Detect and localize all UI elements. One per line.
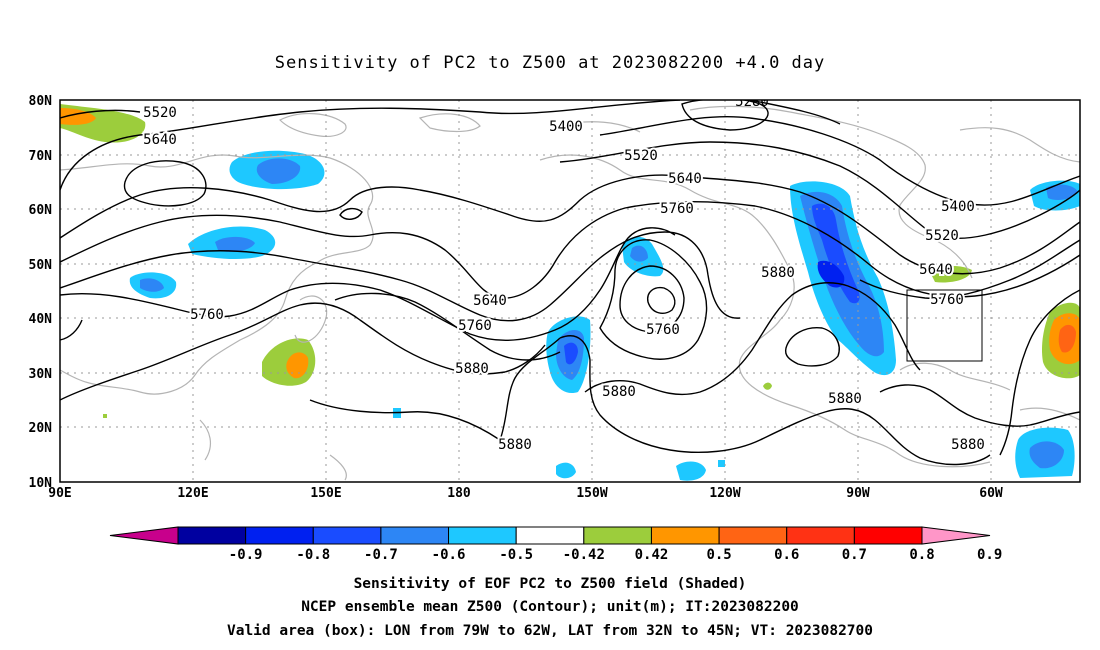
- positive-core-atlantic-2: [1058, 324, 1076, 353]
- lat-label: 20N: [29, 421, 53, 436]
- contour-label: 5760: [458, 318, 492, 334]
- colorbar-tick-label: 0.42: [635, 547, 669, 563]
- negative-deep-central-pacific: [564, 342, 578, 365]
- colorbar-bin: [515, 526, 585, 545]
- caption-line-3: Valid area (box): LON from 79W to 62W, L…: [227, 623, 873, 639]
- contour-label: 5880: [761, 265, 795, 281]
- negative-deep-central-na: [812, 203, 860, 304]
- colorbar-tick-label: 0.5: [706, 547, 731, 563]
- negative-region-south-pacific-d: [718, 460, 725, 467]
- contour-label: 5880: [498, 437, 532, 453]
- negative-core-manchuria: [215, 236, 255, 252]
- negative-core-caribbean: [1029, 441, 1064, 469]
- lat-label: 60N: [29, 203, 53, 218]
- figure-title: Sensitivity of PC2 to Z500 at 2023082200…: [275, 53, 826, 73]
- colorbar-bin: [448, 526, 517, 545]
- contour-label: 5880: [828, 391, 862, 407]
- colorbar-bin: [718, 526, 788, 545]
- positive-core-japan: [286, 352, 309, 379]
- contour-label: 5640: [919, 262, 953, 278]
- latitude-labels: 80N 70N 60N 50N 40N 30N 20N 10N: [29, 94, 53, 491]
- caption-line-1: Sensitivity of EOF PC2 to Z500 field (Sh…: [354, 576, 747, 592]
- colorbar-tick-label: -0.9: [229, 547, 263, 563]
- lat-lon-gridlines: [60, 100, 1080, 482]
- lat-label: 10N: [29, 476, 53, 491]
- map-background: [60, 100, 1080, 482]
- colorbar-tick-label: -0.6: [432, 547, 466, 563]
- lat-label: 50N: [29, 258, 53, 273]
- z500-contours: [60, 100, 1080, 466]
- lat-label: 80N: [29, 94, 53, 109]
- contour-label: 5400: [549, 119, 583, 135]
- colorbar-bin: [312, 526, 382, 545]
- negative-region-south-pacific-a: [556, 462, 576, 479]
- colorbar-tick-label: -0.5: [499, 547, 533, 563]
- colorbar-tick-label: 0.9: [977, 547, 1002, 563]
- figure-captions: Sensitivity of EOF PC2 to Z500 field (Sh…: [227, 576, 873, 639]
- caption-line-2: NCEP ensemble mean Z500 (Contour); unit(…: [301, 599, 799, 615]
- colorbar-tick-label: 0.8: [909, 547, 934, 563]
- lon-label: 120E: [177, 486, 208, 501]
- colorbar-tick-label: 0.7: [842, 547, 867, 563]
- colorbar-min-triangle: [109, 526, 179, 545]
- lon-label: 120W: [709, 486, 740, 501]
- lon-label: 150E: [310, 486, 341, 501]
- lon-label: 90E: [48, 486, 71, 501]
- contour-label: 5520: [624, 148, 658, 164]
- negative-core-north-atlantic: [1046, 184, 1078, 200]
- lon-label: 60W: [979, 486, 1003, 501]
- contour-label: 5400: [941, 199, 975, 215]
- colorbar-tick-label: -0.7: [364, 547, 398, 563]
- positive-speck-pacific: [103, 414, 107, 418]
- colorbar-tick-label: -0.42: [563, 547, 605, 563]
- negative-core-gulf-alaska: [630, 245, 648, 262]
- lat-label: 30N: [29, 367, 53, 382]
- contour-label: 5880: [455, 361, 489, 377]
- negative-core-asia-sw: [140, 278, 164, 292]
- colorbar-tick-label: 0.6: [774, 547, 799, 563]
- colorbar-bin: [583, 526, 652, 545]
- lon-label: 90W: [846, 486, 870, 501]
- colorbar-bin: [380, 526, 450, 545]
- contour-label: 5520: [143, 105, 177, 121]
- colorbar-bin: [245, 526, 314, 545]
- coastlines: [60, 105, 1080, 481]
- map-frame: [59, 99, 1081, 483]
- contour-labels: 5280 5400 5400 5520 5520 5520 5640 5640 …: [141, 94, 987, 455]
- negative-region-south-pacific-b: [676, 461, 706, 481]
- contour-label: 5640: [473, 293, 507, 309]
- contour-label: 5760: [190, 307, 224, 323]
- map-panel: 5280 5400 5400 5520 5520 5520 5640 5640 …: [29, 94, 1081, 501]
- lon-label: 150W: [576, 486, 607, 501]
- valid-area-box: [906, 289, 983, 362]
- contour-label: 5760: [646, 322, 680, 338]
- contour-label: 5760: [660, 201, 694, 217]
- shaded-sensitivity-field: [60, 104, 1080, 481]
- contour-label: 5880: [951, 437, 985, 453]
- colorbar-bin: [786, 526, 855, 545]
- positive-region-canada: [930, 266, 972, 283]
- contour-label: 5520: [925, 228, 959, 244]
- contour-label: 5880: [602, 384, 636, 400]
- contour-label: 5640: [668, 171, 702, 187]
- colorbar-bin: [177, 526, 247, 545]
- colorbar-max-triangle: [921, 526, 991, 545]
- positive-speck-mexico: [763, 382, 772, 390]
- lat-label: 70N: [29, 149, 53, 164]
- colorbar-bin: [853, 526, 923, 545]
- colorbar-bin: [650, 526, 720, 545]
- contour-label: 5640: [143, 132, 177, 148]
- negative-deepest-central-na: [817, 260, 845, 288]
- colorbar: -0.9 -0.8 -0.7 -0.6 -0.5 -0.42 0.42 0.5 0.6 0.7 0.…: [109, 526, 1002, 563]
- longitude-labels: 90E 120E 150E 180 150W 120W 90W 60W: [48, 486, 1003, 501]
- contour-label: 5280: [735, 94, 769, 110]
- negative-core-siberia: [256, 158, 301, 184]
- lon-label: 180: [447, 486, 471, 501]
- contour-label: 5760: [930, 292, 964, 308]
- colorbar-tick-label: -0.8: [296, 547, 330, 563]
- lat-label: 40N: [29, 312, 53, 327]
